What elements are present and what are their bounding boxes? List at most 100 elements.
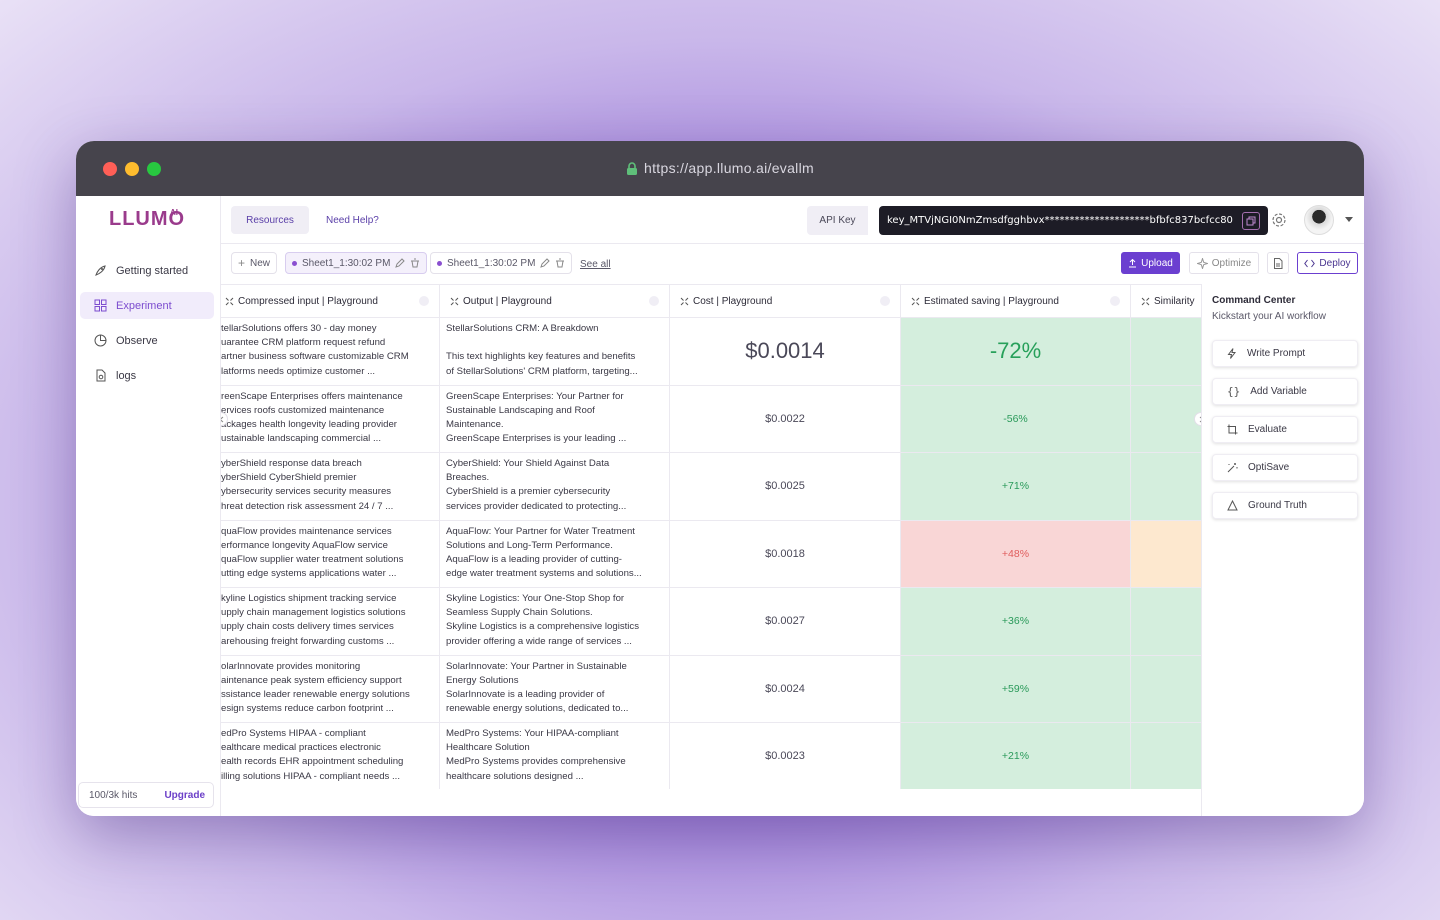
edit-icon[interactable] — [540, 258, 551, 268]
output-cell[interactable]: StellarSolutions CRM: A Breakdown This t… — [440, 318, 670, 386]
saving-cell[interactable]: -72% — [901, 318, 1131, 386]
input-cell[interactable]: quaFlow provides maintenance services er… — [221, 520, 440, 588]
copy-api-key-button[interactable] — [1242, 212, 1260, 230]
user-avatar[interactable] — [1304, 205, 1334, 235]
similarity-cell[interactable] — [1131, 520, 1201, 588]
address-bar[interactable]: https://app.llumo.ai/evallm — [76, 160, 1364, 176]
chevron-down-icon[interactable] — [880, 296, 890, 306]
new-sheet-button[interactable]: + New — [231, 252, 278, 274]
action-label: Ground Truth — [1248, 500, 1307, 511]
sidebar-item-logs[interactable]: logs — [80, 362, 214, 389]
output-cell[interactable]: Skyline Logistics: Your One-Stop Shop fo… — [440, 588, 670, 656]
cost-cell[interactable]: $0.0024 — [670, 655, 901, 723]
magic-wand-icon — [1227, 463, 1238, 473]
chevron-down-icon[interactable] — [419, 296, 429, 306]
cost-cell[interactable]: $0.0022 — [670, 385, 901, 453]
output-cell[interactable]: GreenScape Enterprises: Your Partner for… — [440, 385, 670, 453]
sidebar-item-observe[interactable]: Observe — [80, 327, 214, 354]
maximize-window-button[interactable] — [147, 162, 161, 176]
input-cell[interactable]: olarInnovate provides monitoring aintena… — [221, 655, 440, 723]
expand-icon — [911, 297, 920, 305]
column-header-label: Similarity — [1154, 295, 1195, 307]
column-header-estimated-saving[interactable]: Estimated saving | Playground — [901, 285, 1131, 318]
input-cell[interactable]: reenScape Enterprises offers maintenance… — [221, 385, 440, 453]
document-icon — [1274, 257, 1283, 269]
sheet-tab-label: Sheet1_1:30:02 PM — [302, 257, 391, 269]
api-key-field[interactable]: key_MTVjNGI0NmZmsdfgghbvx***************… — [879, 206, 1268, 235]
similarity-cell[interactable] — [1131, 318, 1201, 386]
trash-icon[interactable] — [555, 258, 565, 268]
cost-cell[interactable]: $0.0014 — [670, 318, 901, 386]
saving-cell[interactable]: +48% — [901, 520, 1131, 588]
output-cell[interactable]: SolarInnovate: Your Partner in Sustainab… — [440, 655, 670, 723]
upload-label: Upload — [1141, 257, 1173, 269]
output-cell[interactable]: CyberShield: Your Shield Against Data Br… — [440, 453, 670, 521]
hits-counter: 100/3k hits — [89, 789, 138, 801]
column-header-compressed-input[interactable]: Compressed input | Playground — [221, 285, 440, 318]
saving-cell[interactable]: +36% — [901, 588, 1131, 656]
similarity-cell[interactable] — [1131, 723, 1201, 789]
command-center-panel: Command Center Kickstart your AI workflo… — [1201, 284, 1364, 816]
saving-cell[interactable]: +59% — [901, 655, 1131, 723]
ground-truth-button[interactable]: Ground Truth — [1212, 492, 1358, 519]
saving-cell[interactable]: -56% — [901, 385, 1131, 453]
saving-cell[interactable]: +71% — [901, 453, 1131, 521]
input-cell[interactable]: yberShield response data breach yberShie… — [221, 453, 440, 521]
trash-icon[interactable] — [410, 258, 420, 268]
document-button[interactable] — [1267, 252, 1289, 274]
column-header-label: Output | Playground — [463, 295, 552, 307]
column-header-similarity[interactable]: Similarity — [1131, 285, 1201, 318]
edit-icon[interactable] — [395, 258, 406, 268]
evaluate-button[interactable]: Evaluate — [1212, 416, 1358, 443]
input-cell[interactable]: edPro Systems HIPAA - compliant ealthcar… — [221, 723, 440, 789]
see-all-link[interactable]: See all — [580, 259, 611, 270]
expand-icon — [225, 297, 234, 305]
column-header-output[interactable]: Output | Playground — [440, 285, 670, 318]
minimize-window-button[interactable] — [125, 162, 139, 176]
output-cell[interactable]: AquaFlow: Your Partner for Water Treatme… — [440, 520, 670, 588]
input-cell[interactable]: kyline Logistics shipment tracking servi… — [221, 588, 440, 656]
deploy-button[interactable]: Deploy — [1297, 252, 1358, 274]
logo-superscript: AI — [170, 208, 178, 217]
new-sheet-label: New — [250, 257, 271, 269]
similarity-cell[interactable] — [1131, 453, 1201, 521]
api-key-value: key_MTVjNGI0NmZmsdfgghbvx***************… — [887, 215, 1233, 226]
action-label: OptiSave — [1248, 462, 1290, 473]
sidebar-item-getting-started[interactable]: Getting started — [80, 257, 214, 284]
file-icon — [96, 369, 106, 382]
cost-cell[interactable]: $0.0023 — [670, 723, 901, 789]
sheet-tab-1[interactable]: Sheet1_1:30:02 PM — [285, 252, 428, 274]
upgrade-link[interactable]: Upgrade — [164, 789, 205, 801]
sheet-tab-2[interactable]: Sheet1_1:30:02 PM — [430, 252, 573, 274]
similarity-cell[interactable] — [1131, 655, 1201, 723]
chevron-down-icon[interactable] — [1345, 217, 1353, 222]
sidebar-item-label: logs — [116, 369, 137, 382]
optisave-button[interactable]: OptiSave — [1212, 454, 1358, 481]
resources-button[interactable]: Resources — [231, 206, 309, 234]
need-help-link[interactable]: Need Help? — [326, 215, 379, 226]
cost-cell[interactable]: $0.0027 — [670, 588, 901, 656]
input-cell[interactable]: tellarSolutions offers 30 - day money ua… — [221, 318, 440, 386]
chevron-down-icon[interactable] — [649, 296, 659, 306]
collapse-right-icon[interactable] — [1194, 412, 1201, 426]
add-variable-button[interactable]: {} Add Variable — [1212, 378, 1358, 405]
sidebar-item-experiment[interactable]: Experiment — [80, 292, 214, 319]
similarity-cell[interactable] — [1131, 385, 1201, 453]
sidebar-item-label: Experiment — [116, 299, 172, 312]
cost-cell[interactable]: $0.0025 — [670, 453, 901, 521]
expand-icon — [450, 297, 459, 305]
llumo-logo: LLUMO — [109, 208, 186, 230]
upload-button[interactable]: Upload — [1121, 252, 1180, 274]
column-header-cost[interactable]: Cost | Playground — [670, 285, 901, 318]
optimize-button[interactable]: Optimize — [1189, 252, 1259, 274]
cost-cell[interactable]: $0.0018 — [670, 520, 901, 588]
similarity-cell[interactable] — [1131, 588, 1201, 656]
close-window-button[interactable] — [103, 162, 117, 176]
write-prompt-button[interactable]: Write Prompt — [1212, 340, 1358, 367]
command-center-subtitle: Kickstart your AI workflow — [1212, 311, 1326, 322]
pie-chart-icon — [94, 334, 107, 347]
output-cell[interactable]: MedPro Systems: Your HIPAA-compliant Hea… — [440, 723, 670, 789]
chevron-down-icon[interactable] — [1110, 296, 1120, 306]
saving-cell[interactable]: +21% — [901, 723, 1131, 789]
gear-icon[interactable] — [1271, 212, 1287, 228]
